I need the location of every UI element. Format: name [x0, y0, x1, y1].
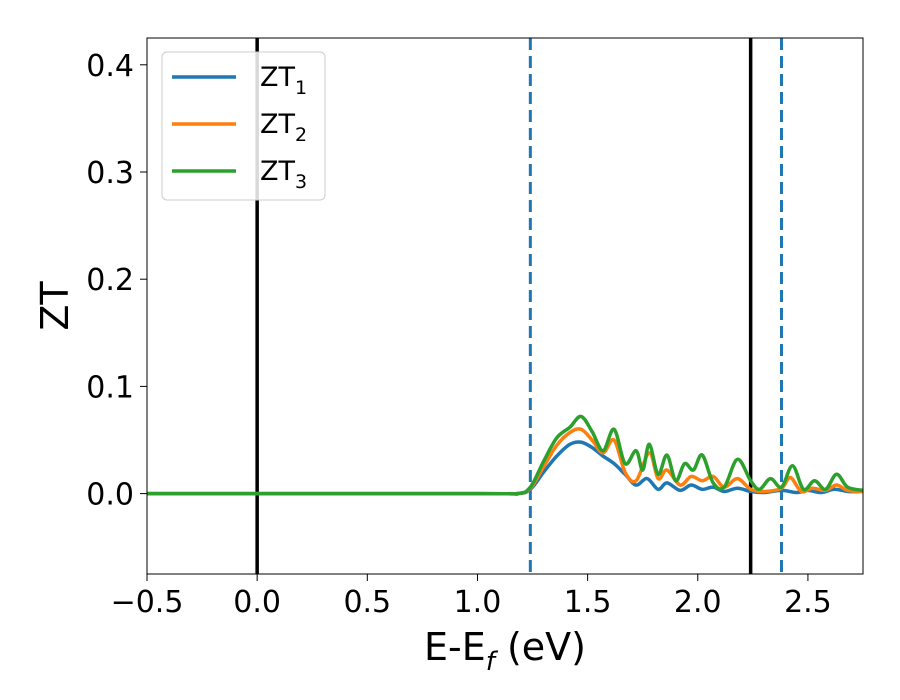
legend-label-subscript: 1	[295, 77, 307, 99]
y-tick-label: 0.1	[86, 370, 134, 405]
x-tick-label: 0.5	[343, 585, 391, 620]
legend-label-main: ZT	[260, 62, 295, 93]
x-tick-label: 1.0	[454, 585, 502, 620]
x-tick-label: 2.5	[784, 585, 832, 620]
y-tick-label: 0.2	[86, 263, 134, 298]
y-axis: 0.0 0.1 0.2 0.3 0.4	[86, 49, 147, 513]
x-axis-label-main: E-E	[424, 625, 486, 669]
x-axis-label-unit: (eV)	[495, 625, 586, 669]
x-axis: −0.5 0.0 0.5 1.0 1.5 2.0 2.5	[111, 574, 832, 620]
series-line-zt3	[147, 414, 863, 496]
legend-box	[161, 51, 326, 201]
y-tick-label: 0.0	[86, 478, 134, 513]
legend-label-zt1: ZT1	[260, 62, 307, 99]
legend-label-zt3: ZT3	[260, 156, 307, 193]
x-axis-label: E-Ef (eV)	[424, 625, 586, 677]
x-tick-label: 2.0	[674, 585, 722, 620]
legend-label-main: ZT	[260, 156, 295, 187]
series-line-zt1	[147, 440, 863, 496]
y-tick-label: 0.4	[86, 49, 134, 84]
x-tick-label: 0.0	[233, 585, 281, 620]
legend-label-subscript: 2	[295, 124, 307, 146]
y-axis-label: ZT	[33, 281, 77, 331]
x-tick-label: 1.5	[564, 585, 612, 620]
x-tick-label: −0.5	[111, 585, 184, 620]
legend-label-zt2: ZT2	[260, 109, 307, 146]
y-tick-label: 0.3	[86, 156, 134, 191]
legend-label-subscript: 3	[295, 171, 307, 193]
plot-frame	[146, 37, 864, 575]
series-line-zt2	[147, 427, 863, 496]
legend-label-main: ZT	[260, 109, 295, 140]
